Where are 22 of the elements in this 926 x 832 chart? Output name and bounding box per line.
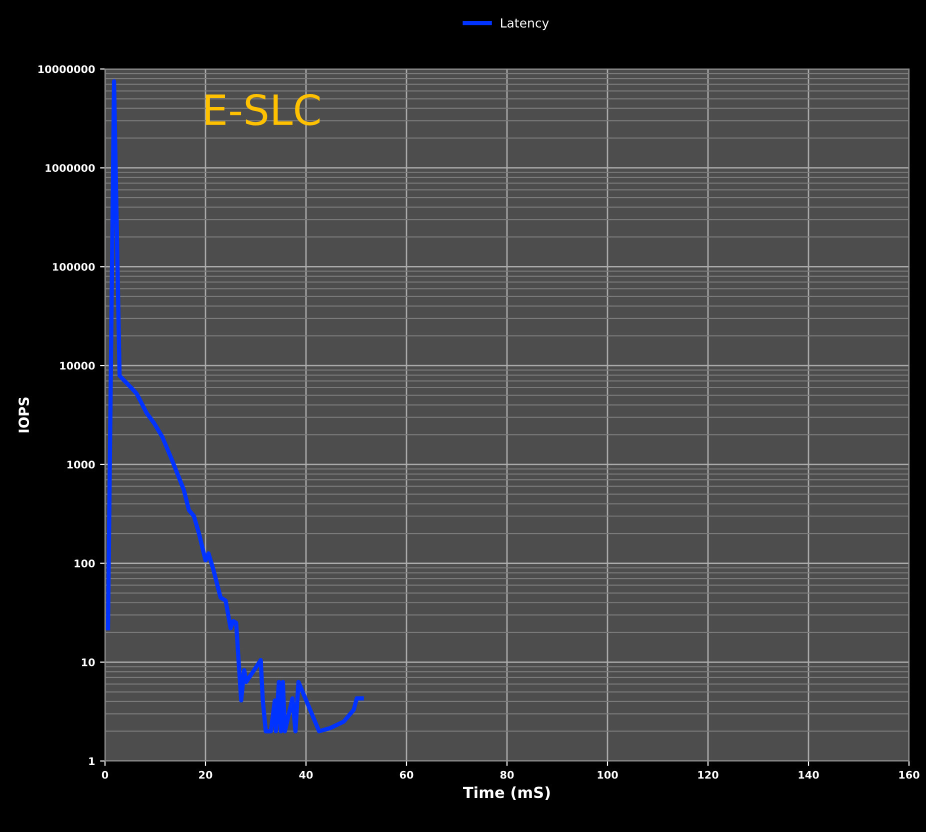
x-axis-title: Time (mS) — [463, 786, 550, 800]
x-tick-label: 120 — [698, 770, 718, 779]
x-tick-label: 60 — [400, 770, 414, 779]
x-tick-label: 40 — [299, 770, 313, 779]
x-tick-label: 0 — [102, 770, 108, 779]
x-tick-label: 140 — [798, 770, 819, 779]
y-tick-label: 10000000 — [38, 65, 95, 74]
y-axis-title: IOPS — [18, 397, 30, 432]
chart-title: E-SLC — [206, 94, 320, 126]
y-tick-label: 1000 — [67, 460, 95, 469]
y-tick-label: 1000000 — [46, 164, 95, 172]
y-tick-label: 1 — [89, 757, 95, 765]
legend-label: Latency — [501, 18, 549, 30]
y-tick-label: 10 — [82, 658, 95, 666]
line-series — [106, 79, 364, 734]
x-tick-label: 100 — [598, 770, 618, 779]
x-tick-label: 80 — [500, 770, 514, 779]
y-tick-label: 10000 — [60, 362, 95, 370]
y-tick-label: 100 — [74, 560, 95, 568]
y-tick-label: 100000 — [52, 262, 95, 271]
x-tick-label: 160 — [899, 770, 920, 779]
x-tick-label: 20 — [199, 770, 212, 779]
